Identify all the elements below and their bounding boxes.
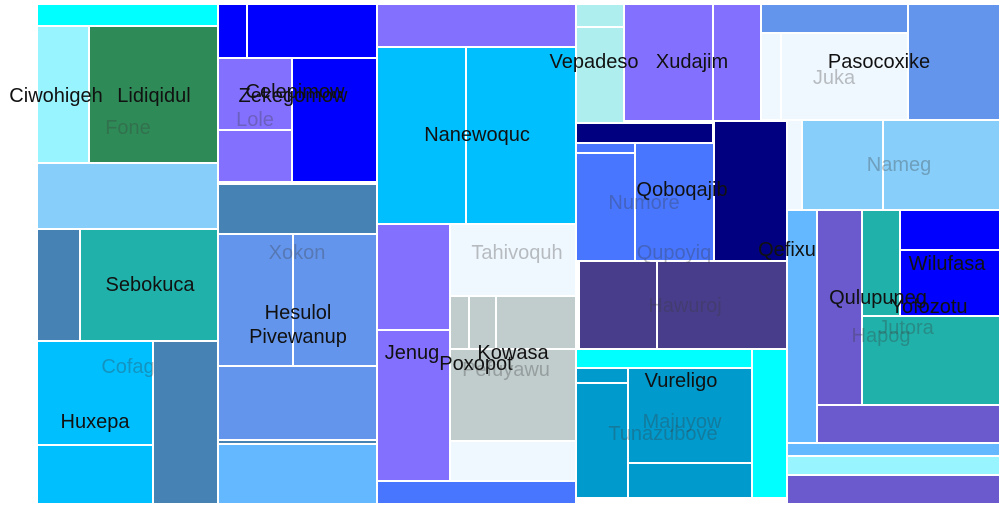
treemap-tile: [377, 4, 576, 47]
treemap-tile: [576, 123, 713, 143]
treemap-tile: [450, 441, 576, 481]
treemap-tile: [787, 210, 817, 443]
treemap-tile: [900, 210, 1000, 250]
treemap-tile: [787, 456, 1000, 475]
treemap-tile: [576, 4, 624, 27]
treemap-tile: [89, 26, 218, 163]
treemap-tile: [761, 4, 908, 33]
treemap-tile: [761, 33, 781, 120]
treemap-tile: [293, 234, 377, 366]
treemap-tile: [466, 47, 576, 224]
treemap-tile: [37, 445, 153, 504]
treemap-tile: [787, 475, 1000, 504]
treemap-tile: [37, 341, 153, 445]
treemap-tile: [628, 463, 752, 498]
treemap-tile: [713, 4, 761, 121]
treemap-tile: [576, 368, 628, 383]
treemap-tile: [628, 368, 752, 463]
treemap-tile: [218, 444, 377, 504]
treemap-tile: [218, 234, 293, 366]
treemap-tile: [450, 349, 576, 441]
treemap-tile: [37, 4, 218, 26]
treemap-tile: [377, 481, 576, 504]
treemap-tile: [635, 143, 714, 261]
treemap-tile: [37, 229, 80, 341]
treemap-tile: [496, 296, 576, 349]
treemap-tile: [80, 229, 218, 341]
treemap-tile: [576, 383, 628, 498]
treemap-tile: [657, 261, 787, 349]
treemap-tile: [247, 4, 377, 58]
treemap-tile: [576, 143, 635, 153]
treemap-tile: [787, 443, 1000, 456]
treemap-tile: [37, 26, 89, 163]
treemap-tile: [862, 316, 1000, 405]
treemap-tile: [377, 224, 450, 330]
treemap-tile: [579, 261, 657, 349]
treemap-tile: [817, 405, 1000, 443]
treemap-tile: [900, 250, 1000, 316]
treemap-tile: [450, 296, 469, 349]
treemap-tile: [787, 120, 802, 210]
treemap-tile: [576, 27, 624, 123]
treemap-tile: [714, 121, 787, 261]
treemap-tile: [218, 58, 292, 130]
treemap-tile: [883, 120, 1000, 210]
treemap-tile: [153, 341, 218, 504]
treemap-tile: [469, 296, 496, 349]
treemap-tile: [862, 210, 900, 316]
treemap-tile: [218, 4, 247, 58]
treemap-tile: [576, 153, 635, 261]
treemap-tile: [802, 120, 883, 210]
treemap-tile: [292, 58, 377, 182]
treemap-tile: [817, 210, 862, 405]
treemap-tile: [37, 163, 218, 229]
treemap-tile: [377, 330, 450, 481]
treemap-tile: [908, 4, 1000, 120]
treemap-tile: [218, 130, 292, 182]
treemap-tile: [752, 349, 787, 498]
treemap-tile: [576, 349, 752, 368]
treemap-tile: [377, 47, 466, 224]
treemap-tile: [781, 33, 908, 120]
treemap-tile: [450, 224, 576, 296]
treemap-tile: [218, 440, 377, 444]
treemap-tile: [218, 366, 377, 440]
treemap-tile: [624, 4, 713, 121]
treemap-tile: [218, 184, 377, 234]
